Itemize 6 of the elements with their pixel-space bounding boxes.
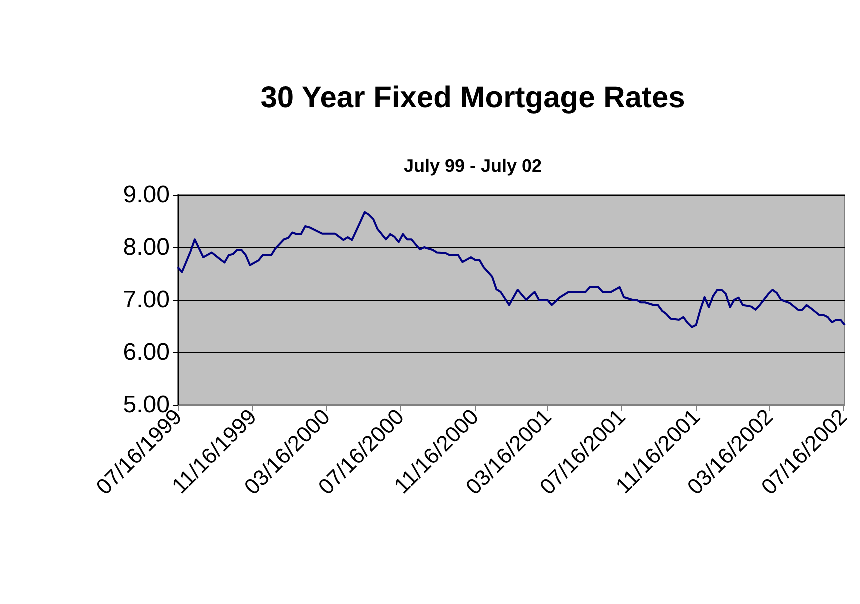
y-tick-label: 6.00 — [123, 339, 170, 366]
y-tick-label: 9.00 — [123, 182, 170, 208]
chart-subtitle: July 99 - July 02 — [404, 156, 542, 176]
chart-title: 30 Year Fixed Mortgage Rates — [260, 82, 686, 114]
y-tick-label: 8.00 — [123, 234, 170, 261]
y-tick-label: 7.00 — [123, 286, 170, 314]
